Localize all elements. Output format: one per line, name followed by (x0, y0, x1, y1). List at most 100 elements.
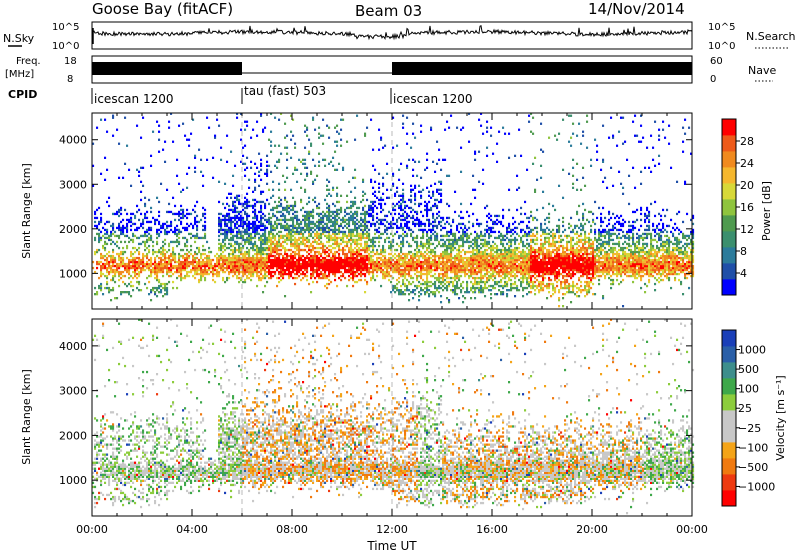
data-cell (424, 258, 427, 262)
data-cell (272, 248, 275, 252)
data-cell (168, 224, 171, 228)
data-cell (158, 286, 161, 290)
data-cell (172, 256, 175, 260)
data-cell (290, 262, 293, 266)
data-cell (284, 272, 287, 276)
data-cell (344, 240, 347, 244)
data-cell (156, 120, 159, 123)
data-cell (418, 218, 421, 222)
data-cell (180, 262, 183, 266)
data-cell (294, 242, 297, 246)
data-cell (382, 262, 385, 266)
data-cell (368, 262, 371, 266)
data-cell (362, 228, 365, 232)
data-cell (398, 236, 401, 240)
data-cell (122, 218, 125, 222)
data-cell (464, 252, 467, 256)
data-cell (276, 268, 279, 272)
data-cell (152, 262, 155, 266)
data-cell (252, 256, 255, 260)
data-cell (300, 262, 303, 266)
data-cell (412, 297, 415, 300)
data-cell (300, 232, 303, 236)
data-cell (156, 218, 159, 222)
data-cell (332, 202, 335, 206)
data-cell (392, 240, 395, 244)
data-cell (230, 268, 233, 272)
data-cell (302, 228, 305, 232)
data-cell (254, 222, 257, 226)
data-cell (122, 256, 125, 260)
data-cell (206, 256, 209, 260)
data-cell (472, 262, 475, 266)
data-cell (242, 254, 245, 258)
data-cell (256, 134, 259, 137)
data-cell (378, 202, 381, 206)
data-cell (426, 232, 429, 236)
data-cell (342, 234, 345, 238)
data-cell (194, 218, 197, 222)
data-cell (230, 216, 233, 220)
data-cell (102, 293, 105, 296)
data-cell (348, 216, 351, 220)
data-cell (266, 154, 269, 157)
data-cell (396, 260, 399, 264)
data-cell (448, 240, 451, 244)
data-cell (362, 224, 365, 228)
data-cell (126, 212, 129, 216)
data-cell (468, 262, 471, 266)
data-cell (388, 260, 391, 264)
data-cell (324, 164, 327, 167)
data-cell (362, 230, 365, 234)
data-cell (226, 256, 229, 260)
data-cell (136, 260, 139, 264)
data-cell (396, 289, 399, 292)
data-cell (106, 232, 109, 236)
data-cell (154, 262, 157, 266)
data-cell (352, 276, 355, 280)
data-cell (160, 289, 163, 292)
data-cell (182, 216, 185, 220)
data-cell (424, 224, 427, 228)
data-cell (268, 246, 271, 250)
data-cell (256, 254, 259, 258)
data-cell (134, 258, 137, 262)
data-cell (364, 246, 367, 250)
data-cell (416, 216, 419, 220)
data-cell (156, 262, 159, 266)
data-cell (350, 258, 353, 262)
data-cell (120, 232, 123, 236)
data-cell (272, 240, 275, 244)
data-cell (148, 232, 151, 236)
data-cell (252, 216, 255, 220)
data-cell (284, 196, 287, 199)
data-cell (368, 232, 371, 236)
data-cell (394, 284, 397, 288)
data-cell (384, 214, 387, 218)
data-cell (374, 262, 377, 266)
data-cell (416, 234, 419, 238)
data-cell (486, 224, 489, 228)
data-cell (280, 268, 283, 272)
data-cell (302, 214, 305, 218)
data-cell (348, 212, 351, 216)
data-cell (236, 270, 239, 274)
data-cell (236, 214, 239, 218)
data-cell (256, 270, 259, 274)
data-cell (192, 260, 195, 264)
data-cell (490, 266, 493, 270)
data-cell (374, 266, 377, 270)
data-cell (166, 268, 169, 272)
data-cell (338, 258, 341, 262)
data-cell (248, 236, 251, 240)
data-cell (486, 272, 489, 276)
data-cell (300, 230, 303, 234)
data-cell (444, 158, 447, 161)
data-cell (408, 258, 411, 262)
data-cell (194, 258, 197, 262)
data-cell (282, 214, 285, 218)
data-cell (494, 220, 497, 224)
data-cell (496, 266, 499, 270)
data-cell (270, 224, 273, 228)
data-cell (284, 270, 287, 274)
